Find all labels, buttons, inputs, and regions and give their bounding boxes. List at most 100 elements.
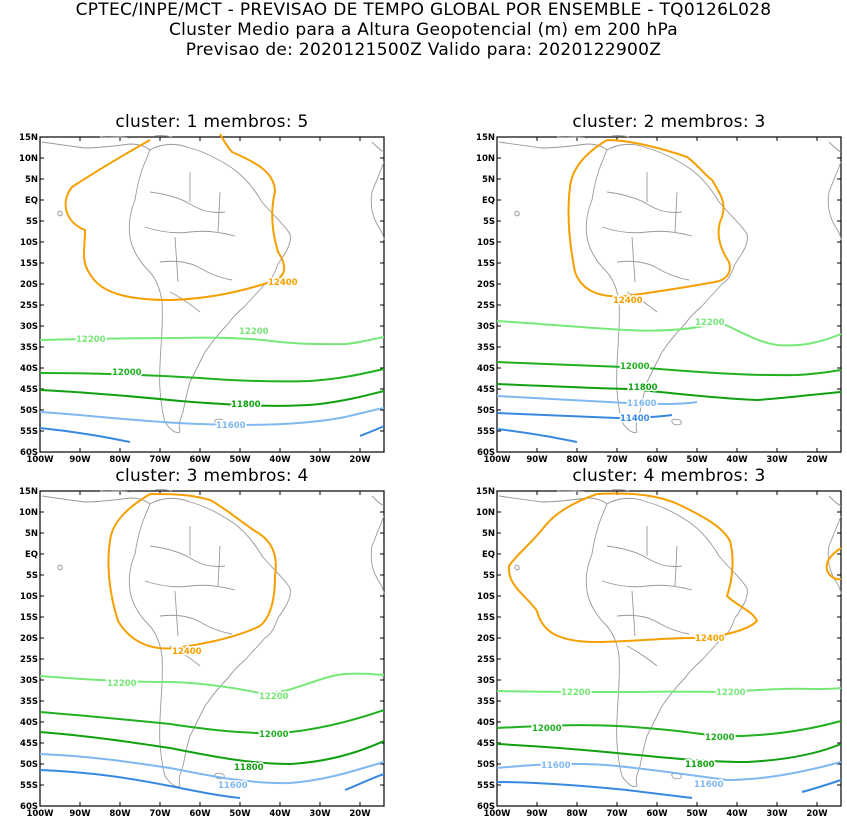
lat-tick-label: 5S (26, 571, 38, 581)
lat-tick-label: 10S (477, 238, 495, 248)
lat-tick-label: 35S (20, 343, 38, 353)
lat-tick-label: EQ (25, 550, 38, 560)
lat-tick-label: 30S (20, 322, 38, 332)
label-11600b-4: 11600 (694, 780, 724, 790)
lat-tick-label: 25S (477, 655, 495, 665)
lat-tick-label: 45S (477, 385, 495, 395)
label-12000b-4: 12000 (705, 733, 735, 743)
contours-4 (496, 492, 842, 799)
label-12400-4: 12400 (695, 634, 725, 644)
lat-tick-label: 15N (19, 133, 38, 143)
contour-12200-1 (39, 336, 385, 346)
map-3: 100W 90W 80W 70W 60W 50W 40W 30W 20W15N10N5NEQ5S… (19, 487, 385, 816)
label-12000a-4: 12000 (532, 724, 562, 734)
lat-tick-label: 5N (25, 529, 38, 539)
contour-12400-3 (107, 493, 277, 650)
lat-tick-label: 55S (20, 427, 38, 437)
lon-tick-label: 90W (526, 809, 548, 816)
contour-12400-1 (64, 133, 286, 302)
lat-tick-label: 10S (20, 238, 38, 248)
map-axes-2: 100W 90W 80W 70W 60W 50W 40W 30W 20W 15N 10N 5N EQ 5S… (476, 133, 842, 465)
contour-12200-2 (496, 320, 842, 347)
lat-tick-label: 5S (483, 217, 495, 227)
contour-12400b-4 (825, 547, 842, 581)
lat-tick-label: 25S (477, 301, 495, 311)
lat-tick-label: 10S (477, 592, 495, 602)
lon-tick-label: 40W (726, 809, 748, 816)
lon-tick-label: 60W (646, 455, 668, 465)
lon-tick-label: 50W (686, 455, 708, 465)
contour-11600-3 (39, 753, 385, 785)
contour-11400b-4 (801, 779, 842, 793)
contour-11400-3 (39, 769, 241, 799)
lat-tick-label: 30S (477, 676, 495, 686)
lat-tick-label: 50S (477, 406, 495, 416)
contour-12200-4 (496, 687, 842, 694)
lon-tick-label: 40W (726, 455, 748, 465)
lon-tick-label: 100W (26, 455, 54, 465)
header-line-2: Cluster Medio para a Altura Geopotencial… (168, 20, 679, 40)
lat-tick-label: 5N (25, 175, 38, 185)
contour-11800-1 (39, 389, 385, 407)
lat-tick-label: 5N (482, 175, 495, 185)
lat-tick-label: 55S (477, 427, 495, 437)
contour-12000-3 (39, 709, 385, 735)
contour-11400-2 (496, 412, 673, 420)
lon-tick-label: 20W (349, 809, 371, 816)
label-12000-1: 12000 (112, 368, 142, 378)
lat-tick-label: 60S (477, 802, 495, 812)
contour-11400b-1 (359, 425, 385, 437)
lat-tick-label: 50S (20, 406, 38, 416)
label-12200a-4: 12200 (561, 688, 591, 698)
cluster-panel-1: cluster: 1 membros: 5 100W 90W 80W 70W 60W 50… (0, 112, 420, 465)
lat-tick-label: EQ (482, 550, 495, 560)
lat-tick-label: 35S (477, 343, 495, 353)
lon-tick-label: 50W (229, 809, 251, 816)
contour-11400-4 (496, 781, 693, 799)
lat-tick-label: 15S (20, 259, 38, 269)
lon-tick-label: 90W (526, 455, 548, 465)
label-11800-3: 11800 (234, 763, 264, 773)
label-11800-4: 11800 (685, 760, 715, 770)
map-axes-1: 100W 90W 80W 70W 60W 50W 40W 30W 20W 15N 10N 5N EQ 5S… (19, 133, 385, 465)
lat-tick-label: 45S (477, 739, 495, 749)
label-11600-1: 11600 (216, 421, 246, 431)
lat-tick-label: 40S (20, 718, 38, 728)
cluster-panel-3: cluster: 3 membros: 4 100W 90W 80W 70W 60W 50… (0, 466, 420, 816)
lon-tick-label: 90W (69, 455, 91, 465)
lat-tick-label: 15S (20, 613, 38, 623)
lon-tick-label: 70W (606, 455, 628, 465)
lat-tick-label: 20S (20, 280, 38, 290)
lat-tick-label: 5N (482, 529, 495, 539)
contour-11200-2 (496, 428, 578, 443)
coastline-3 (41, 489, 385, 787)
lon-tick-label: 20W (806, 455, 828, 465)
panel-title-2: cluster: 2 membros: 3 (572, 112, 766, 132)
lat-tick-label: 60S (20, 802, 38, 812)
map-axes-4: 100W 90W 80W 70W 60W 50W 40W 30W 20W15N10N5NEQ5S… (476, 487, 842, 816)
lat-tick-label: 15S (477, 259, 495, 269)
lat-tick-label: 50S (477, 760, 495, 770)
lon-tick-label: 80W (109, 809, 131, 816)
lon-tick-label: 60W (646, 809, 668, 816)
lon-tick-label: 70W (149, 809, 171, 816)
contour-labels-2: 12400 12200 12000 11800 11600 11400 (612, 295, 727, 426)
lon-tick-label: 40W (269, 455, 291, 465)
lat-tick-label: 10S (20, 592, 38, 602)
lat-tick-label: 5S (26, 217, 38, 227)
lon-tick-label: 80W (109, 455, 131, 465)
figure-header: CPTEC/INPE/MCT - PREVISAO DE TEMPO GLOBA… (0, 0, 847, 60)
lat-tick-label: 45S (20, 385, 38, 395)
lon-tick-label: 60W (189, 455, 211, 465)
lat-tick-label: 60S (20, 448, 38, 458)
lat-tick-label: 60S (477, 448, 495, 458)
lat-tick-label: 20S (477, 280, 495, 290)
lat-tick-label: 10N (476, 154, 495, 164)
cluster-panel-2: cluster: 2 membros: 3 100W 90W 80W 70W 60W 50… (457, 112, 847, 465)
label-11600a-4: 11600 (541, 761, 571, 771)
lat-tick-label: EQ (25, 196, 38, 206)
map-frame (496, 136, 842, 453)
lon-tick-label: 80W (566, 455, 588, 465)
contour-12400-2 (567, 139, 731, 298)
panel-title-1: cluster: 1 membros: 5 (115, 112, 309, 132)
